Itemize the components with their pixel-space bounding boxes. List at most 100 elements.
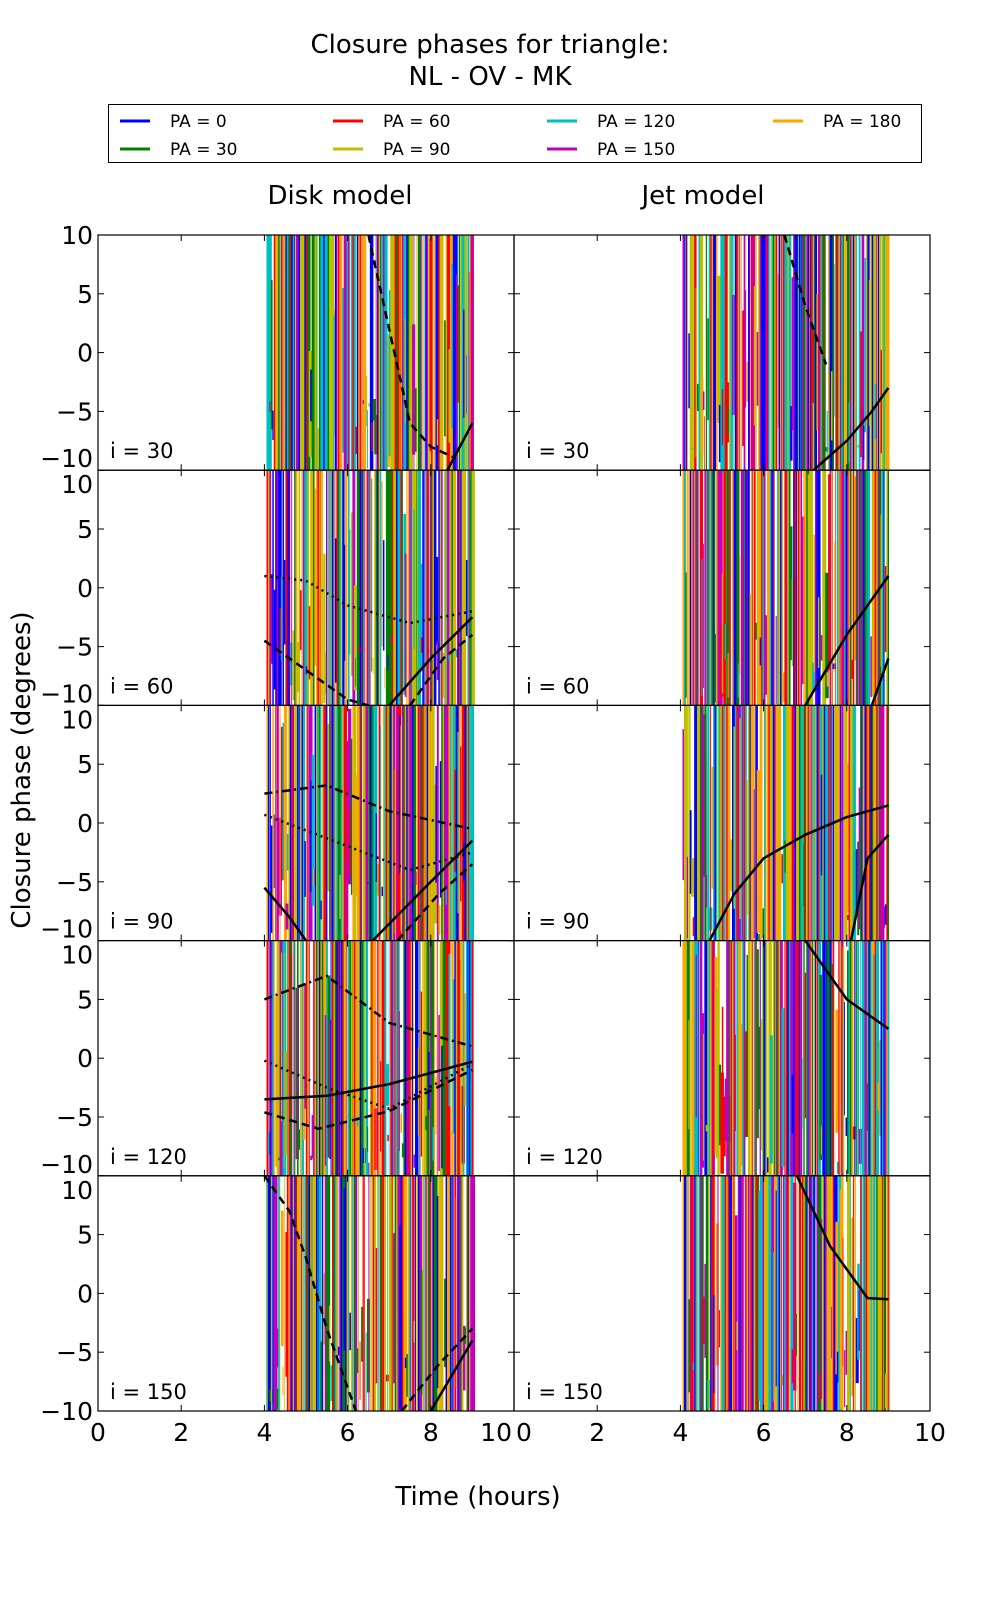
phase-stripe [362, 400, 365, 404]
phase-stripe [825, 940, 828, 1176]
phase-stripe [788, 235, 792, 471]
phase-stripe [371, 1175, 373, 1411]
phase-stripe [294, 940, 296, 1176]
phase-stripe [886, 470, 888, 706]
phase-stripe [883, 235, 886, 471]
legend-label: PA = 0 [170, 112, 227, 132]
phase-stripe [454, 470, 457, 706]
phase-stripe [321, 470, 323, 706]
phase-stripe [454, 940, 457, 1176]
phase-stripe [752, 470, 754, 706]
phase-stripe [714, 705, 716, 941]
phase-stripe [384, 667, 386, 689]
phase-stripe [714, 633, 717, 703]
phase-stripe [804, 1175, 807, 1411]
phase-stripe [845, 470, 848, 706]
phase-stripe [749, 235, 751, 471]
y-tick-label: −10 [40, 1397, 93, 1426]
phase-stripe [409, 940, 412, 1176]
phase-stripe [320, 235, 323, 471]
inclination-label: i = 30 [526, 439, 590, 463]
phase-stripe [276, 1388, 280, 1410]
phase-stripe [876, 940, 880, 1176]
model-curve [812, 387, 890, 471]
phase-stripe [804, 705, 806, 941]
phase-stripe [298, 705, 300, 941]
model-curve [849, 833, 890, 941]
phase-stripe [326, 705, 328, 941]
phase-stripe [281, 952, 282, 1122]
phase-stripe [823, 705, 827, 941]
phase-stripe [857, 470, 859, 706]
phase-stripe [345, 858, 347, 937]
phase-stripe [266, 940, 269, 1176]
phase-stripe [297, 1175, 300, 1411]
phase-stripe [384, 705, 388, 941]
phase-stripe [752, 940, 754, 1176]
y-tick-label: −5 [56, 868, 93, 897]
phase-stripe [375, 470, 379, 706]
phase-stripe [301, 470, 303, 706]
phase-stripe [326, 940, 328, 1176]
phase-stripe [816, 1175, 819, 1411]
phase-stripe [838, 470, 841, 706]
inclination-label: i = 120 [110, 1145, 187, 1169]
phase-stripe [447, 470, 450, 706]
phase-stripe [865, 1175, 868, 1411]
phase-stripe [804, 972, 807, 1119]
phase-stripe [464, 470, 467, 706]
phase-stripe [713, 1294, 716, 1394]
phase-stripe [340, 235, 343, 471]
phase-stripe [299, 705, 302, 941]
phase-stripe [887, 940, 890, 1176]
phase-stripe [813, 534, 817, 673]
phase-stripe [334, 235, 337, 471]
phase-stripe [326, 235, 329, 471]
phase-stripe [812, 940, 814, 1176]
phase-stripe [734, 235, 738, 471]
phase-stripe [764, 1175, 767, 1411]
phase-stripe [279, 705, 281, 941]
phase-stripe [855, 235, 857, 471]
phase-stripe [823, 470, 827, 706]
phase-stripe [305, 666, 308, 675]
phase-stripe [301, 940, 304, 1176]
phase-stripe [701, 1175, 704, 1411]
phase-stripe [794, 940, 797, 1176]
phase-stripe [868, 705, 871, 941]
phase-stripe [458, 705, 461, 941]
phase-stripe [842, 470, 845, 706]
phase-stripe [852, 235, 855, 471]
phase-stripe [842, 705, 844, 941]
phase-stripe [737, 1175, 740, 1411]
phase-stripe [400, 725, 402, 932]
inclination-label: i = 90 [526, 910, 590, 934]
phase-stripe [832, 940, 835, 1176]
phase-stripe [711, 235, 714, 471]
phase-stripe [417, 235, 421, 471]
phase-stripe [400, 1113, 403, 1133]
phase-stripe [730, 235, 733, 471]
phase-stripe [847, 235, 850, 471]
phase-stripe [282, 1366, 284, 1396]
phase-stripe [750, 1175, 753, 1411]
phase-stripe [810, 705, 812, 941]
y-tick-label: 10 [61, 941, 93, 970]
phase-stripe [464, 235, 468, 471]
model-curve [429, 1339, 474, 1412]
phase-stripe [718, 470, 723, 706]
phase-stripe [784, 840, 786, 873]
phase-stripe [775, 1190, 777, 1387]
phase-stripe [279, 1175, 281, 1411]
phase-stripe [348, 470, 350, 706]
phase-stripe [407, 940, 410, 1176]
phase-stripe [887, 235, 890, 471]
phase-stripe [844, 1350, 846, 1408]
phase-stripe [457, 285, 459, 403]
phase-stripe [371, 478, 373, 672]
phase-stripe [756, 770, 761, 933]
phase-stripe [348, 1175, 349, 1411]
phase-stripe [407, 235, 411, 471]
phase-stripe [333, 705, 335, 941]
phase-stripe [413, 705, 416, 941]
